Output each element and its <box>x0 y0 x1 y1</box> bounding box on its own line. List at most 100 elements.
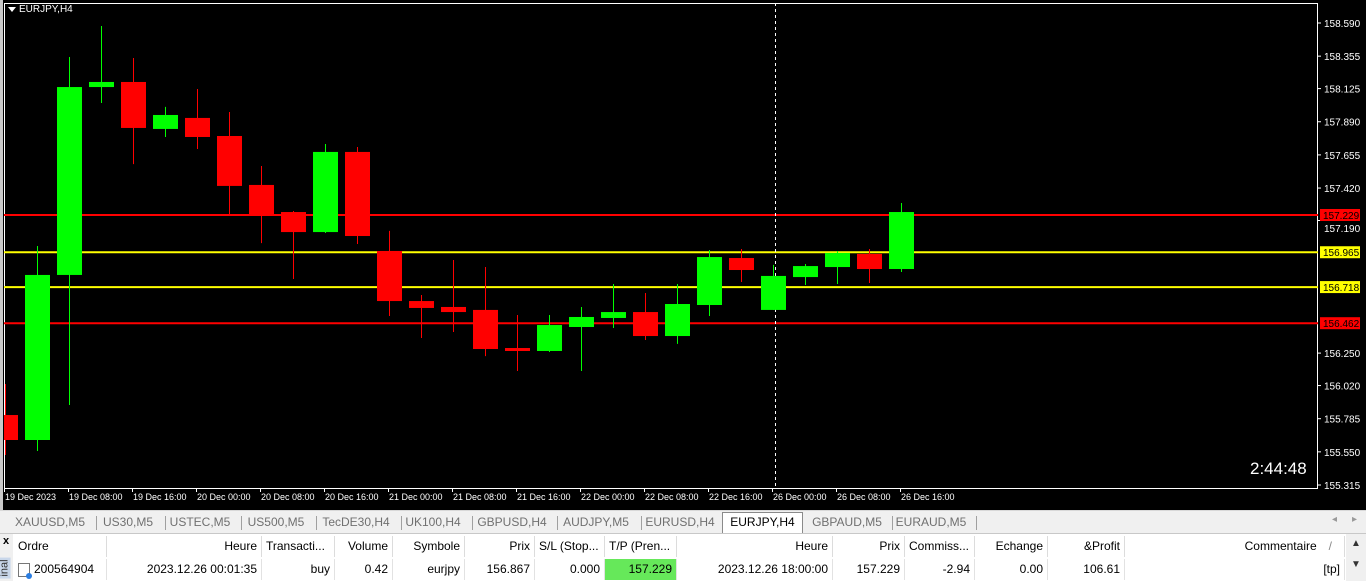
chart-tab[interactable]: EURUSD,H4 <box>645 515 715 529</box>
plot-border <box>4 3 1318 489</box>
column-header-label: Ordre <box>18 539 49 553</box>
vertical-scrollbar[interactable]: ▲ ▼ <box>1346 534 1366 581</box>
cell-value: 0.42 <box>364 562 388 576</box>
cell-tp: 157.229 <box>605 559 677 580</box>
candle-body <box>249 184 274 215</box>
candle <box>249 166 274 244</box>
candle-body <box>121 81 146 128</box>
column-header-profit[interactable]: &Profit <box>1048 536 1125 557</box>
column-header-heure[interactable]: Heure <box>107 536 262 557</box>
tab-separator <box>472 516 473 530</box>
candle <box>569 306 594 372</box>
cell-transaction: buy <box>262 559 335 580</box>
column-header-label: Volume <box>347 539 388 553</box>
cell-heure: 2023.12.26 00:01:35 <box>107 559 262 580</box>
candle <box>121 57 146 165</box>
price-tag-label: 157.229 <box>1323 211 1360 222</box>
x-tick-label: 20 Dec 08:00 <box>261 492 315 502</box>
cell-value: 0.00 <box>1019 562 1043 576</box>
y-tick-label: 157.655 <box>1324 151 1361 162</box>
chart-tab[interactable]: XAUUSD,M5 <box>14 515 85 529</box>
chart-tab[interactable]: TecDE30,H4 <box>322 515 390 529</box>
candle-body <box>569 316 594 328</box>
candle-body <box>537 325 562 351</box>
cell-ordre: 200564904 <box>14 559 107 580</box>
chart-tab[interactable]: EURJPY,H4 <box>722 512 803 533</box>
chart-tab[interactable]: GBPUSD,H4 <box>477 515 547 529</box>
chart-tab[interactable]: AUDJPY,M5 <box>563 515 629 529</box>
candle <box>473 267 498 357</box>
candle-body <box>857 253 882 270</box>
candle <box>57 56 82 406</box>
cell-volume: 0.42 <box>335 559 393 580</box>
column-header-label: Symbole <box>413 539 460 553</box>
column-header-volume[interactable]: Volume <box>335 536 393 557</box>
cell-value: 2023.12.26 18:00:00 <box>717 562 828 576</box>
cell-prix-close: 157.229 <box>833 559 905 580</box>
chart-symbol-label: EURJPY,H4 <box>19 4 73 15</box>
chart-tab[interactable]: US500,M5 <box>247 515 305 529</box>
column-header-transaction[interactable]: Transacti... <box>262 536 335 557</box>
chart-tab[interactable]: UK100,H4 <box>405 515 461 529</box>
cell-sl: 0.000 <box>535 559 605 580</box>
column-header-commentaire[interactable]: Commentaire / <box>1125 536 1345 557</box>
candle-body <box>217 135 242 186</box>
cell-commentaire: [tp] <box>1125 559 1345 580</box>
y-tick-label: 155.785 <box>1324 415 1361 426</box>
candle <box>153 106 178 137</box>
column-header-prix[interactable]: Prix <box>465 536 535 557</box>
column-header-echange[interactable]: Echange <box>975 536 1048 557</box>
cell-value: 106.61 <box>1083 562 1120 576</box>
column-header-ordre[interactable]: Ordre <box>14 536 107 557</box>
chart-tab[interactable]: GBPAUD,M5 <box>812 515 882 529</box>
candle <box>601 283 626 328</box>
column-header-heure-close[interactable]: Heure <box>677 536 833 557</box>
column-header-label: Transacti... <box>266 539 325 553</box>
y-tick-label: 158.355 <box>1324 52 1361 63</box>
chart-tab[interactable]: US30,M5 <box>102 515 154 529</box>
candlestick-chart[interactable]: 158.590 158.355 158.125 157.890 157.655 157.4… <box>0 0 1366 510</box>
terminal-sidebar: x inal <box>0 534 13 581</box>
candle <box>89 25 114 103</box>
column-header-label: Prix <box>509 539 530 553</box>
scroll-up-arrow-icon[interactable]: ▲ <box>1351 538 1361 549</box>
chart-title[interactable]: EURJPY,H4 <box>8 4 73 15</box>
column-header-commission[interactable]: Commiss... <box>905 536 975 557</box>
column-header-tp[interactable]: T/P (Pren... <box>605 536 677 557</box>
chart-tab[interactable]: EURAUD,M5 <box>895 515 967 529</box>
x-tick-label: 21 Dec 16:00 <box>517 492 571 502</box>
tab-separator <box>641 516 642 530</box>
price-tag <box>1320 208 1360 221</box>
tabs-scroll-left-icon[interactable]: ◂ <box>1332 514 1338 525</box>
scroll-down-arrow-icon[interactable]: ▼ <box>1351 559 1361 570</box>
column-header-symbole[interactable]: Symbole <box>393 536 465 557</box>
column-header-sl[interactable]: S/L (Stop... <box>535 536 605 557</box>
candle <box>313 144 338 234</box>
candle-body <box>25 274 50 440</box>
order-document-icon <box>18 562 32 579</box>
cell-value: 157.229 <box>628 562 672 576</box>
column-header-prix-close[interactable]: Prix <box>833 536 905 557</box>
price-tag <box>1320 246 1360 259</box>
x-tick-label: 20 Dec 00:00 <box>197 492 251 502</box>
x-tick-label: 21 Dec 00:00 <box>389 492 443 502</box>
close-terminal-button[interactable]: x <box>3 535 10 547</box>
column-header-label: Heure <box>224 539 257 553</box>
candle-body <box>4 415 18 440</box>
dropdown-triangle-icon[interactable] <box>8 7 16 12</box>
chart-tab[interactable]: USTEC,M5 <box>169 515 231 529</box>
column-header-label: T/P (Pren... <box>609 539 671 553</box>
candle-body <box>825 252 850 268</box>
column-header-label: Commiss... <box>909 539 969 553</box>
candle <box>377 230 402 316</box>
cell-value: 2023.12.26 00:01:35 <box>146 562 257 576</box>
price-chart[interactable]: 158.590 158.355 158.125 157.890 157.655 157.4… <box>0 0 1366 510</box>
cell-commission: -2.94 <box>905 559 975 580</box>
terminal-panel: x inal Ordre Heure Transacti... Volume Symbo… <box>0 533 1366 581</box>
column-header-label: Commentaire <box>1244 539 1317 553</box>
candle <box>345 146 370 245</box>
candle-body <box>377 250 402 302</box>
x-tick-label: 26 Dec 16:00 <box>901 492 955 502</box>
tab-separator <box>316 516 317 530</box>
tabs-scroll-right-icon[interactable]: ▸ <box>1352 514 1358 525</box>
